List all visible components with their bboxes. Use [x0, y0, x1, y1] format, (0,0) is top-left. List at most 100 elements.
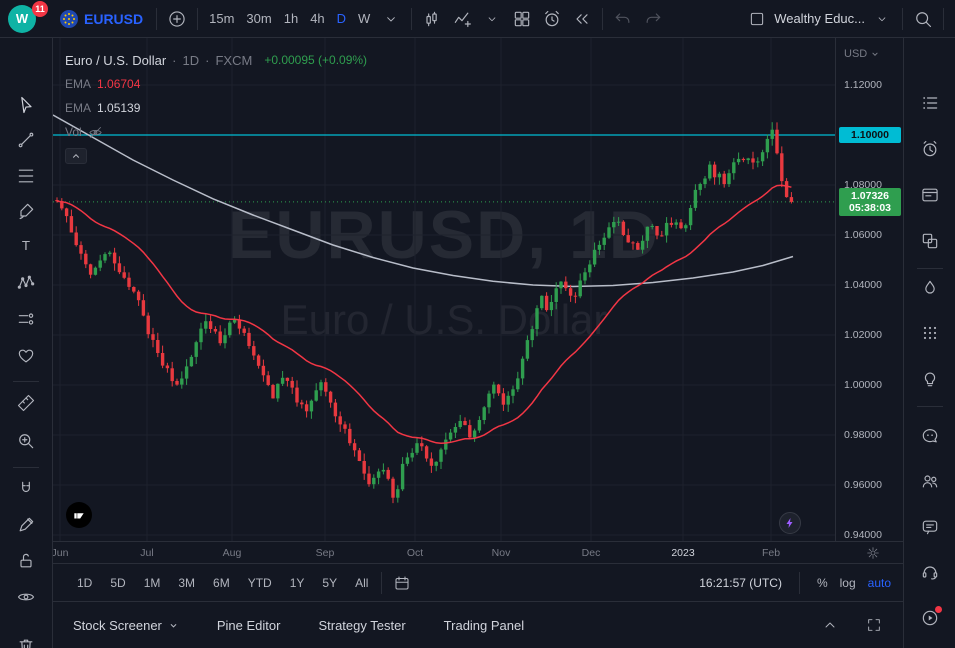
symbol-label: EURUSD [84, 10, 144, 27]
interval-button-4h[interactable]: 4h [310, 11, 325, 26]
gear-icon[interactable] [865, 545, 881, 561]
cursor-icon[interactable] [12, 91, 40, 119]
chart-plot[interactable]: EURUSD, 1D Euro / U.S. Dollar Euro / U.S… [53, 38, 835, 541]
candles-icon[interactable] [417, 5, 447, 33]
text-icon[interactable]: T [12, 232, 40, 260]
undo-icon[interactable] [608, 5, 638, 33]
trend-line-icon[interactable] [12, 126, 40, 154]
bottom-panel-items: Stock Screener Pine Editor Strategy Tester… [73, 618, 524, 633]
trash-icon[interactable] [12, 632, 40, 648]
time-tick: Jul [140, 547, 154, 559]
magnet-icon[interactable] [12, 475, 40, 503]
notification-badge: 11 [32, 0, 48, 17]
interval-button-W[interactable]: W [358, 11, 371, 26]
symbol-search-button[interactable]: EURUSD [52, 5, 151, 33]
alert-price-label[interactable]: 1.10000 [839, 127, 901, 143]
eye-off-icon[interactable] [88, 125, 103, 140]
divider [917, 268, 943, 269]
legend-collapse-button[interactable] [65, 148, 87, 164]
indicator-row-volume[interactable]: Vol [65, 120, 367, 144]
news-icon[interactable] [916, 181, 944, 209]
symbol-title[interactable]: Euro / U.S. Dollar [65, 52, 167, 68]
range-button-1D[interactable]: 1D [77, 575, 93, 590]
layout-chevron-down-icon[interactable] [867, 5, 897, 33]
eye-icon[interactable] [12, 583, 40, 611]
streams-icon[interactable] [916, 604, 944, 632]
interval-button-30m[interactable]: 30m [246, 11, 272, 26]
utc-clock[interactable]: 16:21:57 (UTC) [699, 575, 782, 590]
search-icon[interactable] [908, 5, 938, 33]
candlestick-chart[interactable] [53, 38, 835, 541]
range-button-5D[interactable]: 5D [110, 575, 126, 590]
zoom-in-icon[interactable] [12, 427, 40, 455]
plus-icon[interactable] [162, 5, 192, 33]
currency-selector[interactable]: USD [844, 48, 880, 60]
alerts-icon[interactable] [916, 135, 944, 163]
maximize-icon[interactable] [861, 611, 887, 639]
last-price-label[interactable]: 1.07326 05:38:03 [839, 188, 901, 216]
watchlist-icon[interactable] [916, 89, 944, 117]
auto-scale-button[interactable]: auto [867, 575, 891, 590]
prediction-icon[interactable] [12, 305, 40, 333]
calendar-icon[interactable] [916, 319, 944, 347]
replay-icon[interactable] [567, 5, 597, 33]
panel-tab-pine-editor[interactable]: Pine Editor [216, 617, 281, 633]
widget-toolbar [903, 38, 955, 648]
range-button-6M[interactable]: 6M [213, 575, 230, 590]
fib-lines-icon[interactable] [12, 162, 40, 190]
brush-icon[interactable] [12, 197, 40, 225]
separator-dot: · [172, 52, 177, 68]
private-chat-icon[interactable] [916, 513, 944, 541]
log-scale-button[interactable]: log [839, 575, 856, 590]
price-change: +0.00095 (+0.09%) [264, 53, 368, 67]
price-tick: 0.94000 [844, 529, 882, 541]
price-tick: 1.00000 [844, 379, 882, 391]
data-window-icon[interactable] [916, 227, 944, 255]
we-logo[interactable]: W [8, 4, 36, 33]
interval-chevron-down-icon[interactable] [376, 5, 406, 33]
panel-tab-trading-panel[interactable]: Trading Panel [443, 617, 525, 633]
support-icon[interactable] [916, 558, 944, 586]
lock-icon[interactable] [12, 547, 40, 575]
range-button-All[interactable]: All [355, 575, 369, 590]
percent-scale-button[interactable]: % [816, 575, 828, 590]
panel-collapse-icon[interactable] [817, 611, 843, 639]
price-axis[interactable]: USD 1.120001.100001.080001.060001.040001… [835, 38, 903, 541]
time-axis[interactable]: Jun Jul Aug Sep Oct Nov Dec 2023 Feb [53, 541, 903, 563]
layout-box-icon[interactable] [742, 5, 772, 33]
interval-button-D[interactable]: D [336, 11, 347, 26]
panel-tab-stock-screener[interactable]: Stock Screener [73, 618, 179, 633]
pencil-icon[interactable] [12, 511, 40, 539]
flash-icon[interactable] [779, 512, 801, 534]
chevron-down-icon[interactable] [477, 5, 507, 33]
tradingview-logo[interactable] [66, 502, 92, 528]
time-tick: Jun [53, 547, 69, 559]
panel-tab-strategy-tester[interactable]: Strategy Tester [318, 617, 406, 633]
redo-icon[interactable] [638, 5, 668, 33]
range-button-1M[interactable]: 1M [143, 575, 161, 590]
interval-button-15m[interactable]: 15m [209, 11, 235, 26]
heart-icon[interactable] [12, 342, 40, 370]
layout-name-button[interactable]: Wealthy Educ... [774, 11, 865, 26]
indicator-row-ema-fast[interactable]: EMA 1.06704 [65, 72, 367, 96]
xabcd-pattern-icon[interactable] [12, 269, 40, 297]
chat-cloud-icon[interactable] [916, 422, 944, 450]
ruler-icon[interactable] [12, 389, 40, 417]
community-icon[interactable] [916, 467, 944, 495]
hotlists-icon[interactable] [916, 274, 944, 302]
alert-clock-icon[interactable] [537, 5, 567, 33]
range-right-group: 16:21:57 (UTC) % log auto [699, 571, 891, 594]
range-button-YTD[interactable]: YTD [247, 575, 272, 590]
chevron-down-icon [872, 52, 878, 56]
interval-button-1h[interactable]: 1h [283, 11, 299, 26]
compare-icon[interactable] [447, 5, 477, 33]
divider [602, 7, 604, 30]
go-to-date-icon[interactable] [387, 569, 417, 597]
account-menu-button[interactable]: W 11 [6, 0, 52, 37]
range-button-1Y[interactable]: 1Y [289, 575, 305, 590]
range-button-5Y[interactable]: 5Y [322, 575, 338, 590]
range-button-3M[interactable]: 3M [178, 575, 196, 590]
ideas-icon[interactable] [916, 365, 944, 393]
indicator-row-ema-slow[interactable]: EMA 1.05139 [65, 96, 367, 120]
grid-layout-icon[interactable] [507, 5, 537, 33]
